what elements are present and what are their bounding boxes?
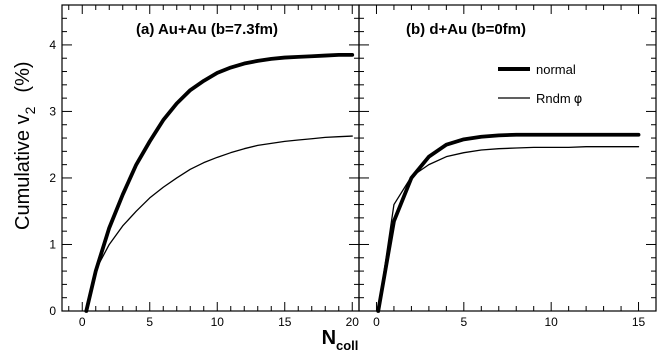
panel-a-x-tick-label: 20 [346, 315, 360, 329]
y-tick-label: 4 [49, 38, 56, 52]
legend-label-rndm: Rndm φ [536, 91, 582, 107]
panel-a-x-tick-label: 0 [79, 315, 86, 329]
legend-phi-symbol: φ [574, 92, 583, 107]
panel-a-x-tick-label: 10 [211, 315, 225, 329]
panel-b-frame [358, 4, 657, 312]
panel-b-x-tick-label: 10 [544, 315, 558, 329]
x-axis-label-text: N [322, 327, 336, 349]
panel-a-frame [61, 4, 360, 312]
x-axis-label-subscript: coll [336, 338, 358, 353]
panel-b-plot: 0 5 10 15 [358, 4, 657, 329]
y-tick-label: 3 [49, 104, 56, 118]
panel-b-series-rndm-phi-line [377, 146, 640, 312]
legend: normal Rndm φ [498, 62, 582, 107]
panel-b-series-normal-line [376, 132, 641, 313]
panel-b-title: (b) d+Au (b=0fm) [406, 21, 526, 38]
panel-a-x-tick-label: 5 [146, 315, 153, 329]
panel-a-x-tick-label: 15 [278, 315, 292, 329]
panel-a-series-normal-line [84, 52, 355, 313]
panel-a-series-rndm-phi-line [85, 135, 353, 312]
panel-a-plot: 0 5 10 15 20 0 1 2 3 4 [49, 4, 360, 329]
legend-label-normal: normal [536, 62, 576, 77]
panel-b-x-tick-label: 0 [373, 315, 380, 329]
y-axis-label-unit: (%) [12, 61, 34, 92]
y-tick-label: 0 [49, 304, 56, 318]
y-axis-label-text: Cumulative v [12, 114, 34, 230]
y-tick-label: 2 [49, 171, 56, 185]
panel-b-x-tick-label: 5 [460, 315, 467, 329]
legend-label-rndm-text: Rndm [536, 91, 571, 106]
x-axis-title: Ncoll [322, 327, 359, 353]
y-axis-label-subscript: 2 [22, 106, 38, 114]
y-tick-label: 1 [49, 237, 56, 251]
y-axis-title: Cumulative v2 (%) [12, 61, 38, 230]
panel-a-title: (a) Au+Au (b=7.3fm) [136, 21, 278, 38]
panel-b-x-tick-label: 15 [632, 315, 646, 329]
